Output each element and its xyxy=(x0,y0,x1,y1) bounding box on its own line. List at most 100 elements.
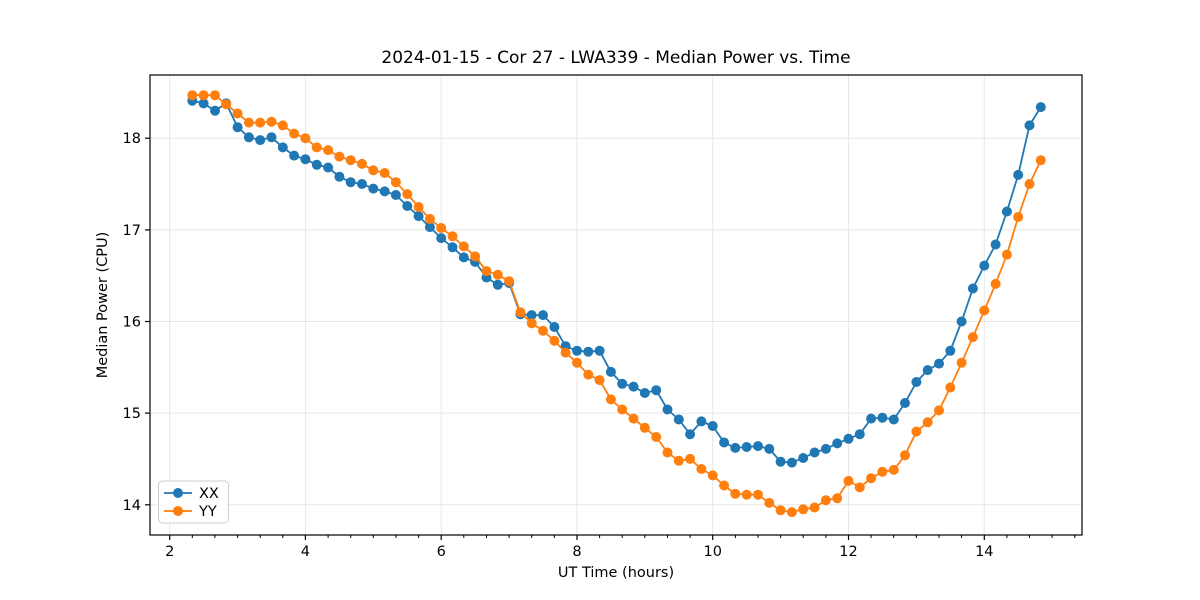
gridlines xyxy=(150,75,1082,535)
data-point xyxy=(594,345,605,356)
data-point xyxy=(832,493,843,504)
data-point xyxy=(289,150,300,161)
data-point xyxy=(877,466,888,477)
data-point xyxy=(210,105,220,116)
data-point xyxy=(538,325,548,336)
data-point xyxy=(741,442,752,452)
data-point xyxy=(390,177,401,188)
data-point xyxy=(255,117,266,128)
data-point xyxy=(424,213,435,224)
data-point xyxy=(221,99,232,110)
data-point xyxy=(934,405,944,416)
data-point xyxy=(685,453,696,464)
data-point xyxy=(605,366,616,377)
data-point xyxy=(526,310,537,321)
x-tick-label: 6 xyxy=(437,544,446,560)
legend-label-yy: YY xyxy=(198,504,217,520)
data-point xyxy=(753,441,763,452)
data-point xyxy=(311,142,322,153)
data-point xyxy=(323,145,334,156)
data-point xyxy=(436,223,447,233)
data-point xyxy=(424,222,435,233)
data-point xyxy=(526,318,537,329)
data-point xyxy=(277,120,288,131)
x-tick-label: 8 xyxy=(572,544,581,560)
data-point xyxy=(583,346,594,357)
data-point xyxy=(639,422,650,433)
data-point xyxy=(854,429,865,440)
data-point xyxy=(198,98,209,109)
data-point xyxy=(470,251,481,262)
data-point xyxy=(741,489,752,500)
data-point xyxy=(379,186,390,197)
y-tick-label: 14 xyxy=(123,498,141,514)
data-point xyxy=(368,183,379,194)
data-point xyxy=(605,394,616,405)
x-tick-label: 14 xyxy=(975,544,993,560)
data-point xyxy=(345,177,356,188)
data-point xyxy=(911,426,922,437)
data-point xyxy=(877,412,888,423)
chart-title: 2024-01-15 - Cor 27 - LWA339 - Median Po… xyxy=(381,48,850,68)
data-point xyxy=(628,413,639,424)
data-point xyxy=(492,269,503,280)
data-point xyxy=(911,377,922,387)
data-point xyxy=(934,358,944,369)
data-point xyxy=(300,154,311,165)
data-point xyxy=(572,357,582,368)
data-point xyxy=(334,151,345,162)
data-point xyxy=(639,388,650,398)
data-point xyxy=(1035,155,1046,166)
data-point xyxy=(832,438,843,449)
data-point xyxy=(323,162,334,173)
data-point xyxy=(798,453,809,463)
data-point xyxy=(1001,249,1012,260)
data-point xyxy=(866,413,877,424)
legend-label-xx: XX xyxy=(199,486,219,502)
data-point xyxy=(594,375,605,386)
data-point xyxy=(685,429,696,440)
data-point xyxy=(583,369,594,380)
data-point xyxy=(243,132,254,143)
data-point xyxy=(979,305,990,316)
x-tick-label: 12 xyxy=(839,544,857,560)
data-point xyxy=(232,108,243,119)
data-point xyxy=(900,398,910,408)
data-point xyxy=(413,202,424,212)
data-point xyxy=(922,417,933,428)
data-point xyxy=(673,414,684,425)
data-point xyxy=(255,135,266,146)
data-point xyxy=(990,278,1001,289)
data-point xyxy=(447,231,458,242)
data-point xyxy=(673,455,684,466)
data-point xyxy=(753,489,763,500)
data-series xyxy=(187,90,1046,518)
legend: XX YY xyxy=(158,480,229,524)
y-tick-label: 15 xyxy=(123,406,141,422)
data-point xyxy=(402,189,413,200)
plot-border xyxy=(149,74,1083,536)
data-point xyxy=(730,442,741,453)
data-point xyxy=(967,283,978,294)
data-point xyxy=(843,433,854,444)
data-point xyxy=(266,132,277,143)
data-point xyxy=(696,464,707,474)
data-point xyxy=(956,357,967,368)
data-point xyxy=(617,378,628,389)
data-point xyxy=(1024,120,1035,131)
data-point xyxy=(662,447,673,458)
data-point xyxy=(210,90,220,101)
data-point xyxy=(900,450,910,461)
data-point xyxy=(492,279,503,290)
data-point xyxy=(1024,179,1035,189)
y-tick-label: 17 xyxy=(123,223,141,239)
data-point xyxy=(458,241,469,252)
data-point xyxy=(1013,212,1024,222)
data-point xyxy=(1035,102,1046,113)
data-point xyxy=(888,414,899,425)
legend-entry-yy: YY xyxy=(164,504,217,520)
data-point xyxy=(266,116,277,127)
data-point xyxy=(809,502,820,513)
data-point xyxy=(696,416,707,427)
data-point xyxy=(719,480,730,491)
